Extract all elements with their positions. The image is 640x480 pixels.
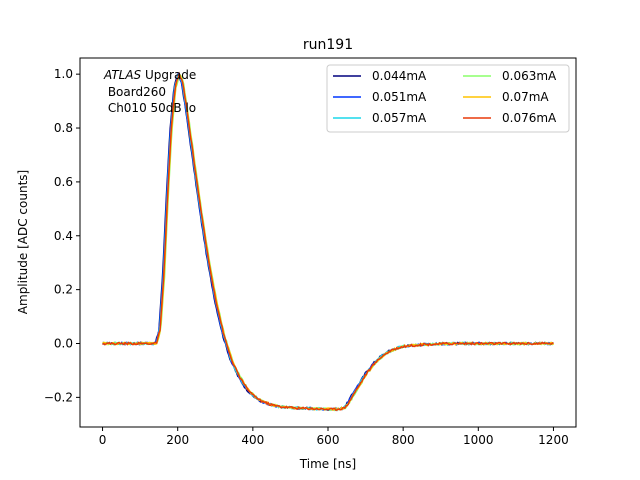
legend-label: 0.057mA [372,111,427,125]
series-line-0.076mA [102,71,554,412]
x-tick-label: 1000 [463,433,494,447]
y-tick-label: 0.2 [54,283,73,297]
legend: 0.044mA 0.051mA 0.057mA 0.063mA 0.07mA 0.076m… [326,64,570,133]
x-axis-label: Time [ns] [299,457,356,471]
y-axis-label: Amplitude [ADC counts] [16,170,30,314]
x-tick-label: 1200 [538,433,569,447]
legend-label: 0.07mA [502,90,549,104]
y-tick-label: −0.2 [44,390,73,404]
annotation-italic: ATLAS [103,68,142,82]
x-tick-label: 800 [392,433,415,447]
legend-label: 0.051mA [372,90,427,104]
x-axis: 0 200 400 600 800 1000 1200 [99,427,569,447]
svg-text:ATLAS Upgrade: ATLAS Upgrade [103,68,196,82]
annotation-rest: Upgrade [141,68,196,82]
y-tick-label: 0.6 [54,175,73,189]
x-tick-label: 600 [317,433,340,447]
x-tick-label: 200 [166,433,189,447]
x-tick-label: 400 [241,433,264,447]
chart-title: run191 [303,37,353,53]
atlas-annotation: ATLAS Upgrade Board260 Ch010 50dB lo [103,68,196,115]
y-tick-label: 0.4 [54,229,73,243]
annotation-line3: Ch010 50dB lo [104,101,196,115]
y-axis: −0.2 0.0 0.2 0.4 0.6 0.8 1.0 [44,67,80,404]
legend-label: 0.063mA [502,69,557,83]
y-tick-label: 0.0 [54,337,73,351]
y-tick-label: 1.0 [54,67,73,81]
legend-box [326,64,570,133]
legend-label: 0.044mA [372,69,427,83]
plot-lines [101,71,555,412]
y-tick-label: 0.8 [54,121,73,135]
x-tick-label: 0 [99,433,107,447]
annotation-line2: Board260 [104,85,166,99]
legend-label: 0.076mA [502,111,557,125]
